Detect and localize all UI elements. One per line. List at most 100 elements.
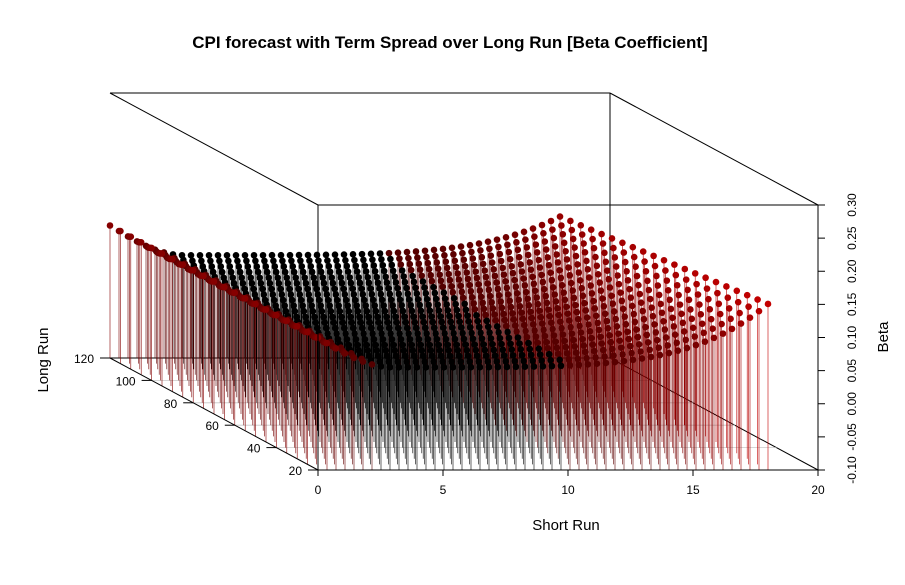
data-point: [397, 261, 405, 268]
data-point: [399, 307, 407, 315]
data-point: [457, 243, 465, 250]
data-point: [698, 320, 706, 328]
data-point: [307, 263, 315, 270]
data-point: [481, 267, 488, 274]
data-point: [639, 248, 647, 255]
data-point: [597, 287, 605, 294]
data-point: [340, 285, 347, 293]
z-tick-label: -0.10: [845, 456, 859, 484]
data-point: [541, 238, 549, 245]
data-point: [420, 318, 428, 326]
data-point: [621, 258, 629, 266]
data-point: [496, 334, 504, 342]
data-point: [394, 249, 402, 256]
data-point: [635, 341, 643, 348]
data-point: [265, 274, 272, 281]
data-point: [498, 304, 506, 312]
data-point: [259, 285, 266, 293]
data-point: [580, 240, 587, 247]
data-point: [503, 363, 511, 371]
data-point: [480, 305, 488, 313]
data-point: [657, 300, 664, 308]
data-point: [608, 345, 616, 353]
data-point: [522, 327, 529, 335]
data-point: [642, 323, 649, 331]
data-point: [392, 313, 399, 321]
data-point: [684, 286, 691, 294]
data-point: [564, 310, 572, 318]
data-point: [705, 295, 712, 303]
data-point: [539, 363, 547, 370]
z-tick-label: -0.05: [845, 423, 859, 451]
data-point: [221, 283, 228, 291]
data-point: [413, 290, 421, 297]
data-point: [638, 355, 646, 362]
data-point: [754, 296, 761, 303]
data-point: [361, 262, 369, 269]
data-point: [574, 315, 582, 323]
data-point: [479, 260, 487, 268]
data-point: [703, 285, 711, 292]
data-point: [553, 344, 561, 352]
data-point: [552, 338, 559, 345]
series-long-run-35: [283, 287, 741, 454]
data-point: [417, 341, 424, 349]
y-tick-label: 80: [164, 397, 178, 411]
data-point: [563, 303, 570, 311]
data-point: [537, 313, 545, 321]
data-point: [556, 266, 563, 274]
data-point: [526, 259, 533, 266]
data-point: [369, 330, 376, 337]
data-point: [376, 250, 384, 257]
data-point: [106, 222, 114, 229]
data-point: [474, 317, 482, 325]
data-point: [565, 264, 572, 271]
data-point: [406, 335, 414, 343]
data-point: [529, 225, 537, 232]
data-point: [647, 353, 655, 361]
data-point: [262, 263, 270, 270]
data-point: [502, 234, 510, 241]
data-point: [293, 323, 301, 330]
data-point: [656, 351, 664, 359]
data-point: [369, 296, 377, 304]
data-point: [421, 324, 429, 332]
data-point: [437, 352, 445, 360]
data-point: [347, 313, 354, 321]
data-point: [644, 339, 652, 346]
data-point: [461, 262, 469, 270]
data-point: [438, 318, 446, 326]
data-point: [451, 257, 459, 265]
data-point: [549, 226, 556, 233]
data-point: [486, 245, 493, 253]
data-point: [436, 347, 444, 354]
data-point: [700, 329, 707, 337]
data-point: [589, 341, 597, 348]
data-point: [525, 302, 533, 309]
data-point: [275, 279, 283, 287]
data-point: [628, 349, 635, 357]
data-point: [617, 289, 624, 296]
data-point: [691, 270, 699, 277]
data-point: [689, 324, 697, 332]
data-point: [440, 289, 448, 297]
data-point: [493, 358, 500, 365]
data-point: [476, 287, 484, 294]
data-point: [658, 309, 666, 317]
data-point: [223, 252, 231, 259]
data-point: [646, 295, 654, 303]
data-point: [446, 312, 453, 320]
data-point: [374, 313, 381, 321]
data-point: [622, 321, 630, 328]
data-point: [518, 351, 526, 359]
data-point: [411, 318, 419, 326]
data-point: [614, 272, 621, 279]
data-point: [421, 247, 429, 255]
data-point: [409, 272, 416, 280]
data-point: [414, 296, 422, 303]
data-point: [333, 257, 340, 264]
box-edge-top-left: [109, 92, 319, 206]
data-point: [313, 285, 320, 293]
data-point: [261, 257, 268, 265]
data-point: [572, 349, 580, 356]
